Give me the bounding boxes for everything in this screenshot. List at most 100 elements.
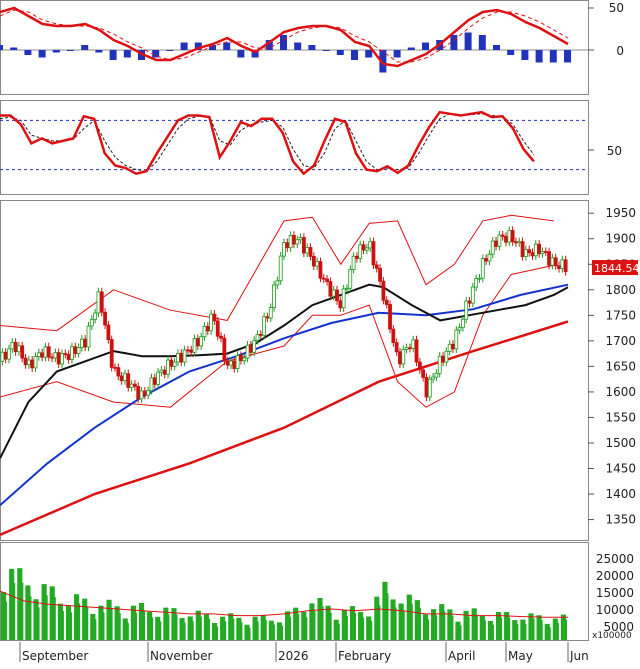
macd-histogram-bar: [10, 47, 18, 50]
volume-bar: [544, 623, 550, 640]
volume-bar: [248, 627, 251, 640]
volume-bar: [447, 609, 453, 640]
macd-histogram-bar: [109, 50, 117, 60]
candle-body: [437, 355, 442, 374]
last-price-tag-background: [592, 260, 638, 276]
volume-ma-line: [0, 590, 568, 618]
candle-body: [116, 367, 121, 377]
candle-body: [56, 352, 61, 365]
volume-tick-20000: 20000: [596, 569, 634, 583]
candle-body: [401, 348, 406, 365]
volume-bar: [418, 608, 421, 640]
volume-bar: [33, 599, 39, 640]
candle-body: [192, 338, 197, 353]
volume-bar: [106, 599, 112, 640]
volume-bar: [483, 620, 486, 640]
volume-tick-15000: 15000: [596, 586, 634, 600]
candle-body: [321, 277, 326, 280]
candle-body: [136, 386, 141, 400]
macd-histogram-bar: [237, 50, 245, 58]
volume-bar: [341, 609, 347, 640]
candle-body: [325, 278, 329, 282]
volume-bar: [41, 584, 47, 640]
ma-mid-line: [0, 283, 569, 459]
price-tick-label: 1450: [605, 462, 636, 476]
candle-body: [464, 300, 469, 320]
volume-bar: [325, 605, 331, 640]
candle-body: [189, 349, 194, 353]
candle-body: [229, 360, 233, 366]
price-tick-label: 1900: [605, 232, 636, 246]
candle-body: [523, 249, 528, 258]
candle-body: [242, 357, 247, 362]
x-label-2026: 2026: [278, 649, 309, 663]
candle-body: [99, 291, 104, 313]
candle-body: [490, 240, 495, 255]
price-tick-label: 1700: [605, 334, 636, 348]
macd-series: [0, 6, 571, 73]
candle-body: [461, 318, 465, 328]
macd-histogram-bar: [308, 45, 316, 50]
volume-bar: [520, 619, 526, 640]
candle-body: [239, 355, 243, 362]
volume-bar: [548, 627, 551, 640]
candle-body: [537, 243, 542, 255]
volume-bar: [406, 594, 412, 640]
candle-body: [215, 320, 220, 337]
volume-bar: [57, 603, 63, 640]
macd-histogram-bar: [549, 50, 557, 63]
price-tick-label: 1550: [605, 410, 636, 424]
candle-body: [328, 281, 333, 297]
candle-body: [86, 325, 91, 348]
candle-body: [50, 356, 54, 359]
candle-body: [358, 244, 363, 259]
candle-body: [447, 343, 452, 352]
volume-bar: [516, 624, 519, 640]
candle-body: [176, 352, 180, 363]
candle-body: [354, 255, 359, 259]
candle-body: [341, 288, 346, 309]
candle-body: [298, 237, 303, 241]
candle-body: [30, 359, 35, 369]
candle-body: [467, 300, 472, 304]
candle-body: [414, 339, 419, 363]
volume-bar: [147, 611, 153, 640]
candle-body: [205, 325, 210, 332]
macd-histogram-bar: [280, 35, 287, 50]
candle-body: [484, 258, 489, 262]
candle-body: [335, 289, 339, 302]
price-tick-label: 1400: [605, 487, 636, 501]
candle-body: [142, 390, 147, 396]
volume-bar: [1, 592, 7, 640]
volume-bar: [463, 610, 469, 640]
candle-body: [73, 346, 78, 354]
volume-bar: [102, 612, 105, 640]
volume-bar: [90, 613, 96, 640]
volume-bar: [285, 611, 291, 640]
price-tick-label: 1650: [605, 359, 636, 373]
volume-series: [0, 568, 568, 640]
candle-body: [219, 335, 223, 339]
volume-bar: [114, 606, 120, 640]
volume-bar: [171, 608, 177, 640]
candle-body: [172, 361, 177, 367]
candle-body: [480, 258, 485, 279]
candle-body: [83, 338, 88, 348]
volume-bar: [9, 568, 15, 640]
stoch-panel-frame: [0, 100, 589, 195]
x-label-jun: Jun: [569, 649, 589, 663]
volume-bar: [540, 620, 543, 640]
candle-body: [195, 338, 200, 347]
volume-bar: [211, 623, 218, 640]
volume-bar: [74, 594, 80, 640]
volume-bar: [414, 600, 420, 640]
candle-body: [222, 337, 227, 362]
volume-bar: [155, 616, 161, 640]
macd-tick-50: 50: [609, 1, 624, 15]
volume-bar: [53, 597, 56, 640]
volume-bar: [228, 613, 234, 640]
macd-histogram-bar: [152, 50, 160, 58]
candle-body: [258, 334, 263, 336]
ma-200-line: [0, 320, 569, 537]
volume-bar: [17, 568, 23, 640]
